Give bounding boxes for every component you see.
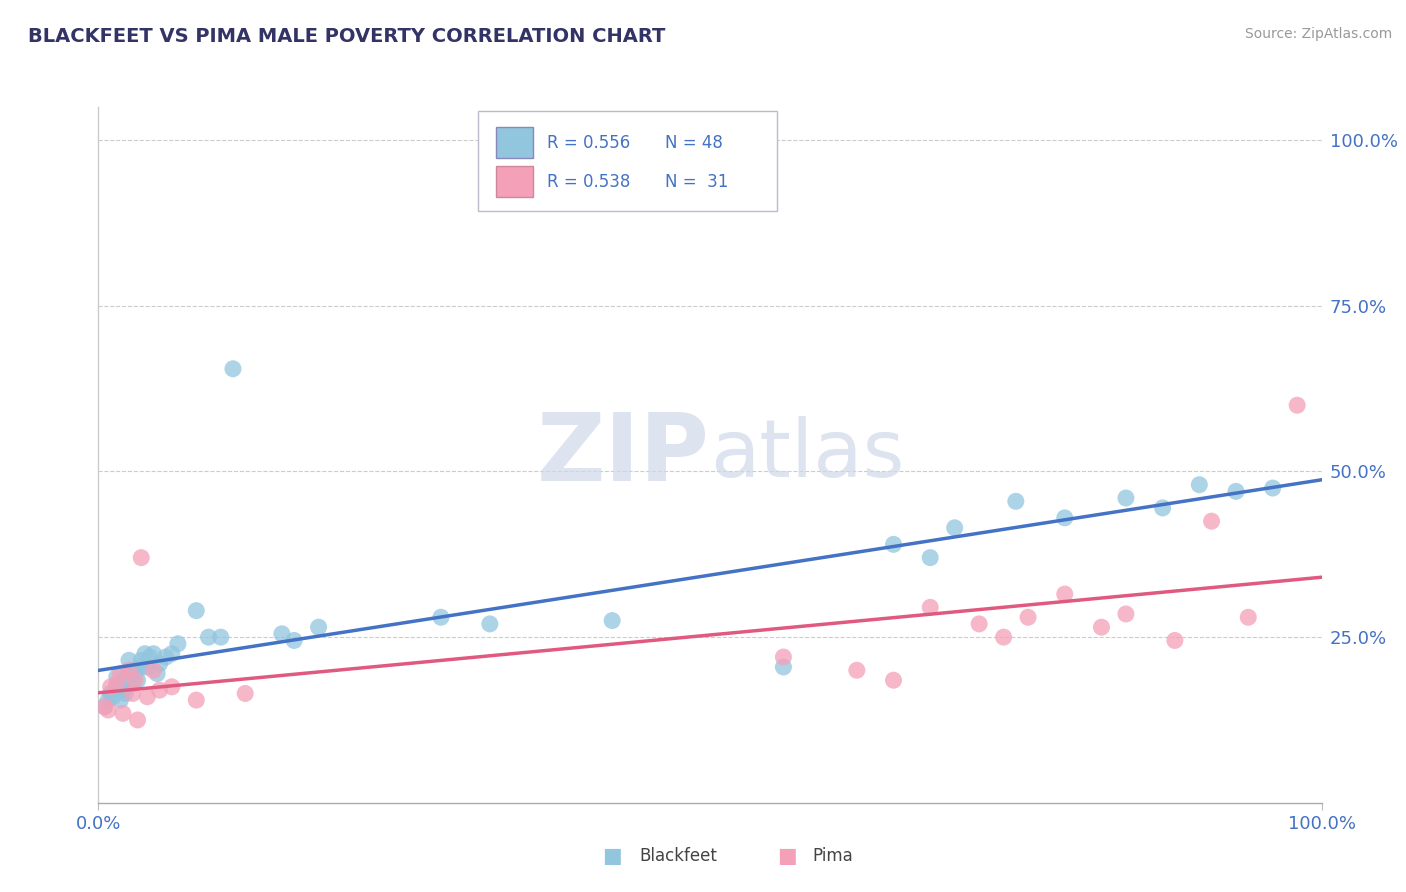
Point <box>149 657 172 671</box>
Text: Source: ZipAtlas.com: Source: ZipAtlas.com <box>1244 27 1392 41</box>
Point <box>114 686 136 700</box>
Point <box>110 666 132 681</box>
Text: Pima: Pima <box>813 847 853 865</box>
Point <box>1090 620 1112 634</box>
Point <box>149 683 172 698</box>
Point <box>124 663 146 677</box>
Point <box>105 680 128 694</box>
Point <box>93 699 115 714</box>
Point <box>97 693 120 707</box>
Point <box>478 616 501 631</box>
Point <box>124 666 146 681</box>
Point <box>124 673 146 688</box>
Point <box>270 627 294 641</box>
Point <box>883 673 905 688</box>
Point <box>967 616 990 631</box>
Point <box>233 686 256 700</box>
Point <box>118 663 141 677</box>
Point <box>943 521 966 535</box>
Point <box>129 653 152 667</box>
Point <box>1286 398 1309 412</box>
Point <box>97 703 120 717</box>
Point <box>93 699 115 714</box>
Point <box>186 604 208 618</box>
Point <box>134 647 156 661</box>
Point <box>111 673 134 688</box>
Point <box>121 676 143 690</box>
Point <box>100 680 122 694</box>
Text: ■: ■ <box>778 847 797 866</box>
Point <box>136 690 159 704</box>
Point <box>197 630 219 644</box>
Point <box>1225 484 1247 499</box>
Text: BLACKFEET VS PIMA MALE POVERTY CORRELATION CHART: BLACKFEET VS PIMA MALE POVERTY CORRELATI… <box>28 27 665 45</box>
Point <box>430 610 453 624</box>
Text: Blackfeet: Blackfeet <box>640 847 717 865</box>
Text: N =  31: N = 31 <box>665 173 728 191</box>
FancyBboxPatch shape <box>496 127 533 158</box>
Point <box>283 633 305 648</box>
Point <box>118 653 141 667</box>
Point <box>1053 511 1076 525</box>
Point <box>121 686 143 700</box>
Point <box>127 673 149 688</box>
Point <box>845 663 868 677</box>
Point <box>222 361 245 376</box>
Point <box>129 550 152 565</box>
Point <box>139 650 162 665</box>
Point <box>920 600 942 615</box>
Point <box>772 650 794 665</box>
Point <box>160 680 183 694</box>
Point <box>111 683 134 698</box>
Point <box>993 630 1015 644</box>
Point <box>111 706 134 721</box>
Point <box>101 690 124 704</box>
Point <box>142 663 165 677</box>
Point <box>110 693 132 707</box>
Point <box>1004 494 1026 508</box>
Point <box>100 686 122 700</box>
Point <box>1201 514 1223 528</box>
Point <box>129 660 152 674</box>
Point <box>155 650 177 665</box>
Point <box>160 647 183 661</box>
Point <box>127 713 149 727</box>
Point <box>1164 633 1187 648</box>
Point <box>308 620 330 634</box>
Point <box>1115 607 1137 621</box>
FancyBboxPatch shape <box>478 111 778 211</box>
Point <box>105 676 128 690</box>
Point <box>105 670 128 684</box>
Point <box>772 660 794 674</box>
Point <box>1261 481 1284 495</box>
Point <box>1152 500 1174 515</box>
Point <box>186 693 208 707</box>
Point <box>883 537 905 551</box>
Point <box>1115 491 1137 505</box>
Text: atlas: atlas <box>710 416 904 494</box>
Text: N = 48: N = 48 <box>665 134 723 152</box>
FancyBboxPatch shape <box>496 166 533 197</box>
Point <box>167 637 190 651</box>
Text: R = 0.556: R = 0.556 <box>547 134 631 152</box>
Text: R = 0.538: R = 0.538 <box>547 173 631 191</box>
Point <box>136 660 159 674</box>
Text: ■: ■ <box>602 847 621 866</box>
Point <box>1237 610 1260 624</box>
Point <box>118 663 141 677</box>
Point <box>1017 610 1039 624</box>
Point <box>920 550 942 565</box>
Point <box>600 614 623 628</box>
Point <box>1188 477 1211 491</box>
Point <box>1053 587 1076 601</box>
Point <box>142 647 165 661</box>
Point <box>209 630 232 644</box>
Text: ZIP: ZIP <box>537 409 710 501</box>
Point <box>146 666 169 681</box>
